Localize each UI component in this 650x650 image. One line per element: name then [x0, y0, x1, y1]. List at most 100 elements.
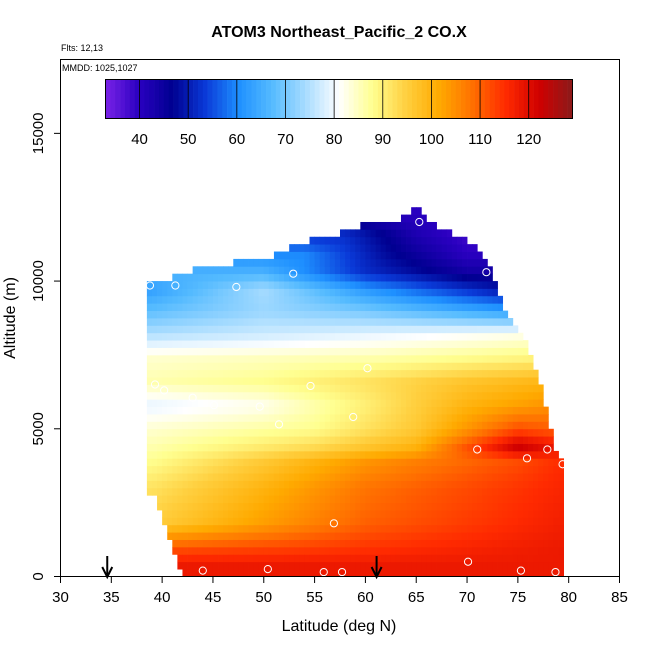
- heatmap-cell: [268, 266, 275, 275]
- heatmap-cell: [238, 480, 244, 489]
- heatmap-cell: [289, 487, 295, 496]
- heatmap-cell: [319, 554, 326, 563]
- heatmap-cell: [243, 406, 249, 415]
- heatmap-cell: [167, 480, 173, 489]
- heatmap-cell: [284, 569, 290, 577]
- heatmap-cell: [350, 569, 356, 577]
- heatmap-cell: [243, 487, 249, 496]
- heatmap-cell: [233, 295, 239, 304]
- heatmap-cell: [492, 318, 498, 326]
- heatmap-cell: [202, 473, 209, 481]
- heatmap-cell: [467, 288, 473, 297]
- heatmap-cell: [477, 369, 483, 378]
- heatmap-cell: [228, 340, 234, 348]
- heatmap-cell: [477, 487, 483, 496]
- heatmap-cell: [360, 465, 366, 474]
- heatmap-cell: [279, 569, 285, 577]
- heatmap-cell: [517, 539, 524, 548]
- heatmap-cell: [553, 510, 559, 518]
- heatmap-cell: [340, 325, 346, 334]
- heatmap-cell: [253, 340, 260, 348]
- heatmap-cell: [334, 495, 341, 504]
- heatmap-cell: [309, 524, 315, 533]
- heatmap-cell: [492, 480, 498, 489]
- heatmap-cell: [436, 340, 443, 348]
- heatmap-cell: [187, 569, 194, 577]
- heatmap-cell: [482, 384, 488, 393]
- heatmap-cell: [228, 414, 234, 422]
- heatmap-cell: [507, 517, 514, 526]
- heatmap-cell: [467, 495, 473, 504]
- heatmap-cell: [441, 414, 448, 422]
- heatmap-cell: [218, 546, 224, 555]
- heatmap-cell: [350, 273, 356, 282]
- heatmap-cell: [482, 436, 488, 444]
- heatmap-cell: [279, 377, 285, 385]
- heatmap-cell: [192, 303, 199, 312]
- colorbar-cell: [144, 79, 150, 119]
- heatmap-cell: [482, 532, 488, 540]
- heatmap-cell: [334, 281, 341, 289]
- heatmap-cell: [502, 354, 509, 363]
- heatmap-cell: [477, 318, 483, 326]
- heatmap-cell: [360, 539, 366, 548]
- heatmap-cell: [512, 487, 519, 496]
- heatmap-cell: [294, 325, 300, 334]
- heatmap-cell: [477, 354, 483, 363]
- heatmap-cell: [517, 377, 524, 385]
- heatmap-cell: [279, 258, 285, 267]
- heatmap-cell: [558, 569, 564, 577]
- heatmap-cell: [350, 384, 356, 393]
- heatmap-cell: [279, 532, 285, 540]
- flight-point: [482, 268, 491, 277]
- heatmap-cell: [172, 502, 178, 511]
- heatmap-cell: [522, 414, 529, 422]
- heatmap-cell: [212, 465, 219, 474]
- heatmap-cell: [370, 473, 376, 481]
- heatmap-cell: [380, 281, 387, 289]
- heatmap-cell: [390, 229, 397, 238]
- heatmap-cell: [365, 332, 371, 341]
- heatmap-cell: [543, 421, 549, 430]
- heatmap-cell: [314, 539, 321, 548]
- heatmap-cell: [279, 251, 285, 260]
- heatmap-cell: [487, 502, 493, 511]
- heatmap-cell: [431, 310, 437, 319]
- heatmap-cell: [167, 384, 173, 393]
- heatmap-cell: [400, 436, 407, 444]
- heatmap-cell: [482, 347, 488, 356]
- heatmap-cell: [446, 502, 453, 511]
- heatmap-cell: [157, 465, 163, 474]
- heatmap-cell: [304, 318, 310, 326]
- colorbar-tick-label: 110: [468, 131, 492, 148]
- heatmap-cell: [273, 303, 280, 312]
- colorbar-cell: [334, 79, 340, 119]
- heatmap-cell: [411, 517, 417, 526]
- heatmap-cell: [512, 495, 519, 504]
- heatmap-cell: [472, 465, 478, 474]
- heatmap-cell: [497, 443, 504, 452]
- heatmap-cell: [309, 281, 315, 289]
- heatmap-cell: [248, 406, 255, 415]
- heatmap-cell: [187, 362, 194, 371]
- heatmap-cell: [482, 362, 488, 371]
- heatmap-cell: [202, 458, 209, 467]
- heatmap-cell: [421, 443, 427, 452]
- heatmap-cell: [329, 406, 336, 415]
- heatmap-cell: [294, 310, 300, 319]
- heatmap-cell: [497, 539, 504, 548]
- heatmap-cell: [421, 428, 427, 437]
- heatmap-cell: [284, 510, 290, 518]
- heatmap-cell: [360, 251, 366, 260]
- heatmap-cell: [355, 532, 361, 540]
- heatmap-cell: [507, 391, 514, 400]
- heatmap-cell: [334, 569, 341, 577]
- heatmap-cell: [207, 310, 214, 319]
- heatmap-cell: [192, 295, 199, 304]
- heatmap-cell: [345, 458, 351, 467]
- heatmap-cell: [416, 354, 422, 363]
- heatmap-cell: [309, 258, 315, 267]
- heatmap-cell: [258, 266, 265, 275]
- heatmap-cell: [340, 546, 346, 555]
- heatmap-cell: [187, 480, 194, 489]
